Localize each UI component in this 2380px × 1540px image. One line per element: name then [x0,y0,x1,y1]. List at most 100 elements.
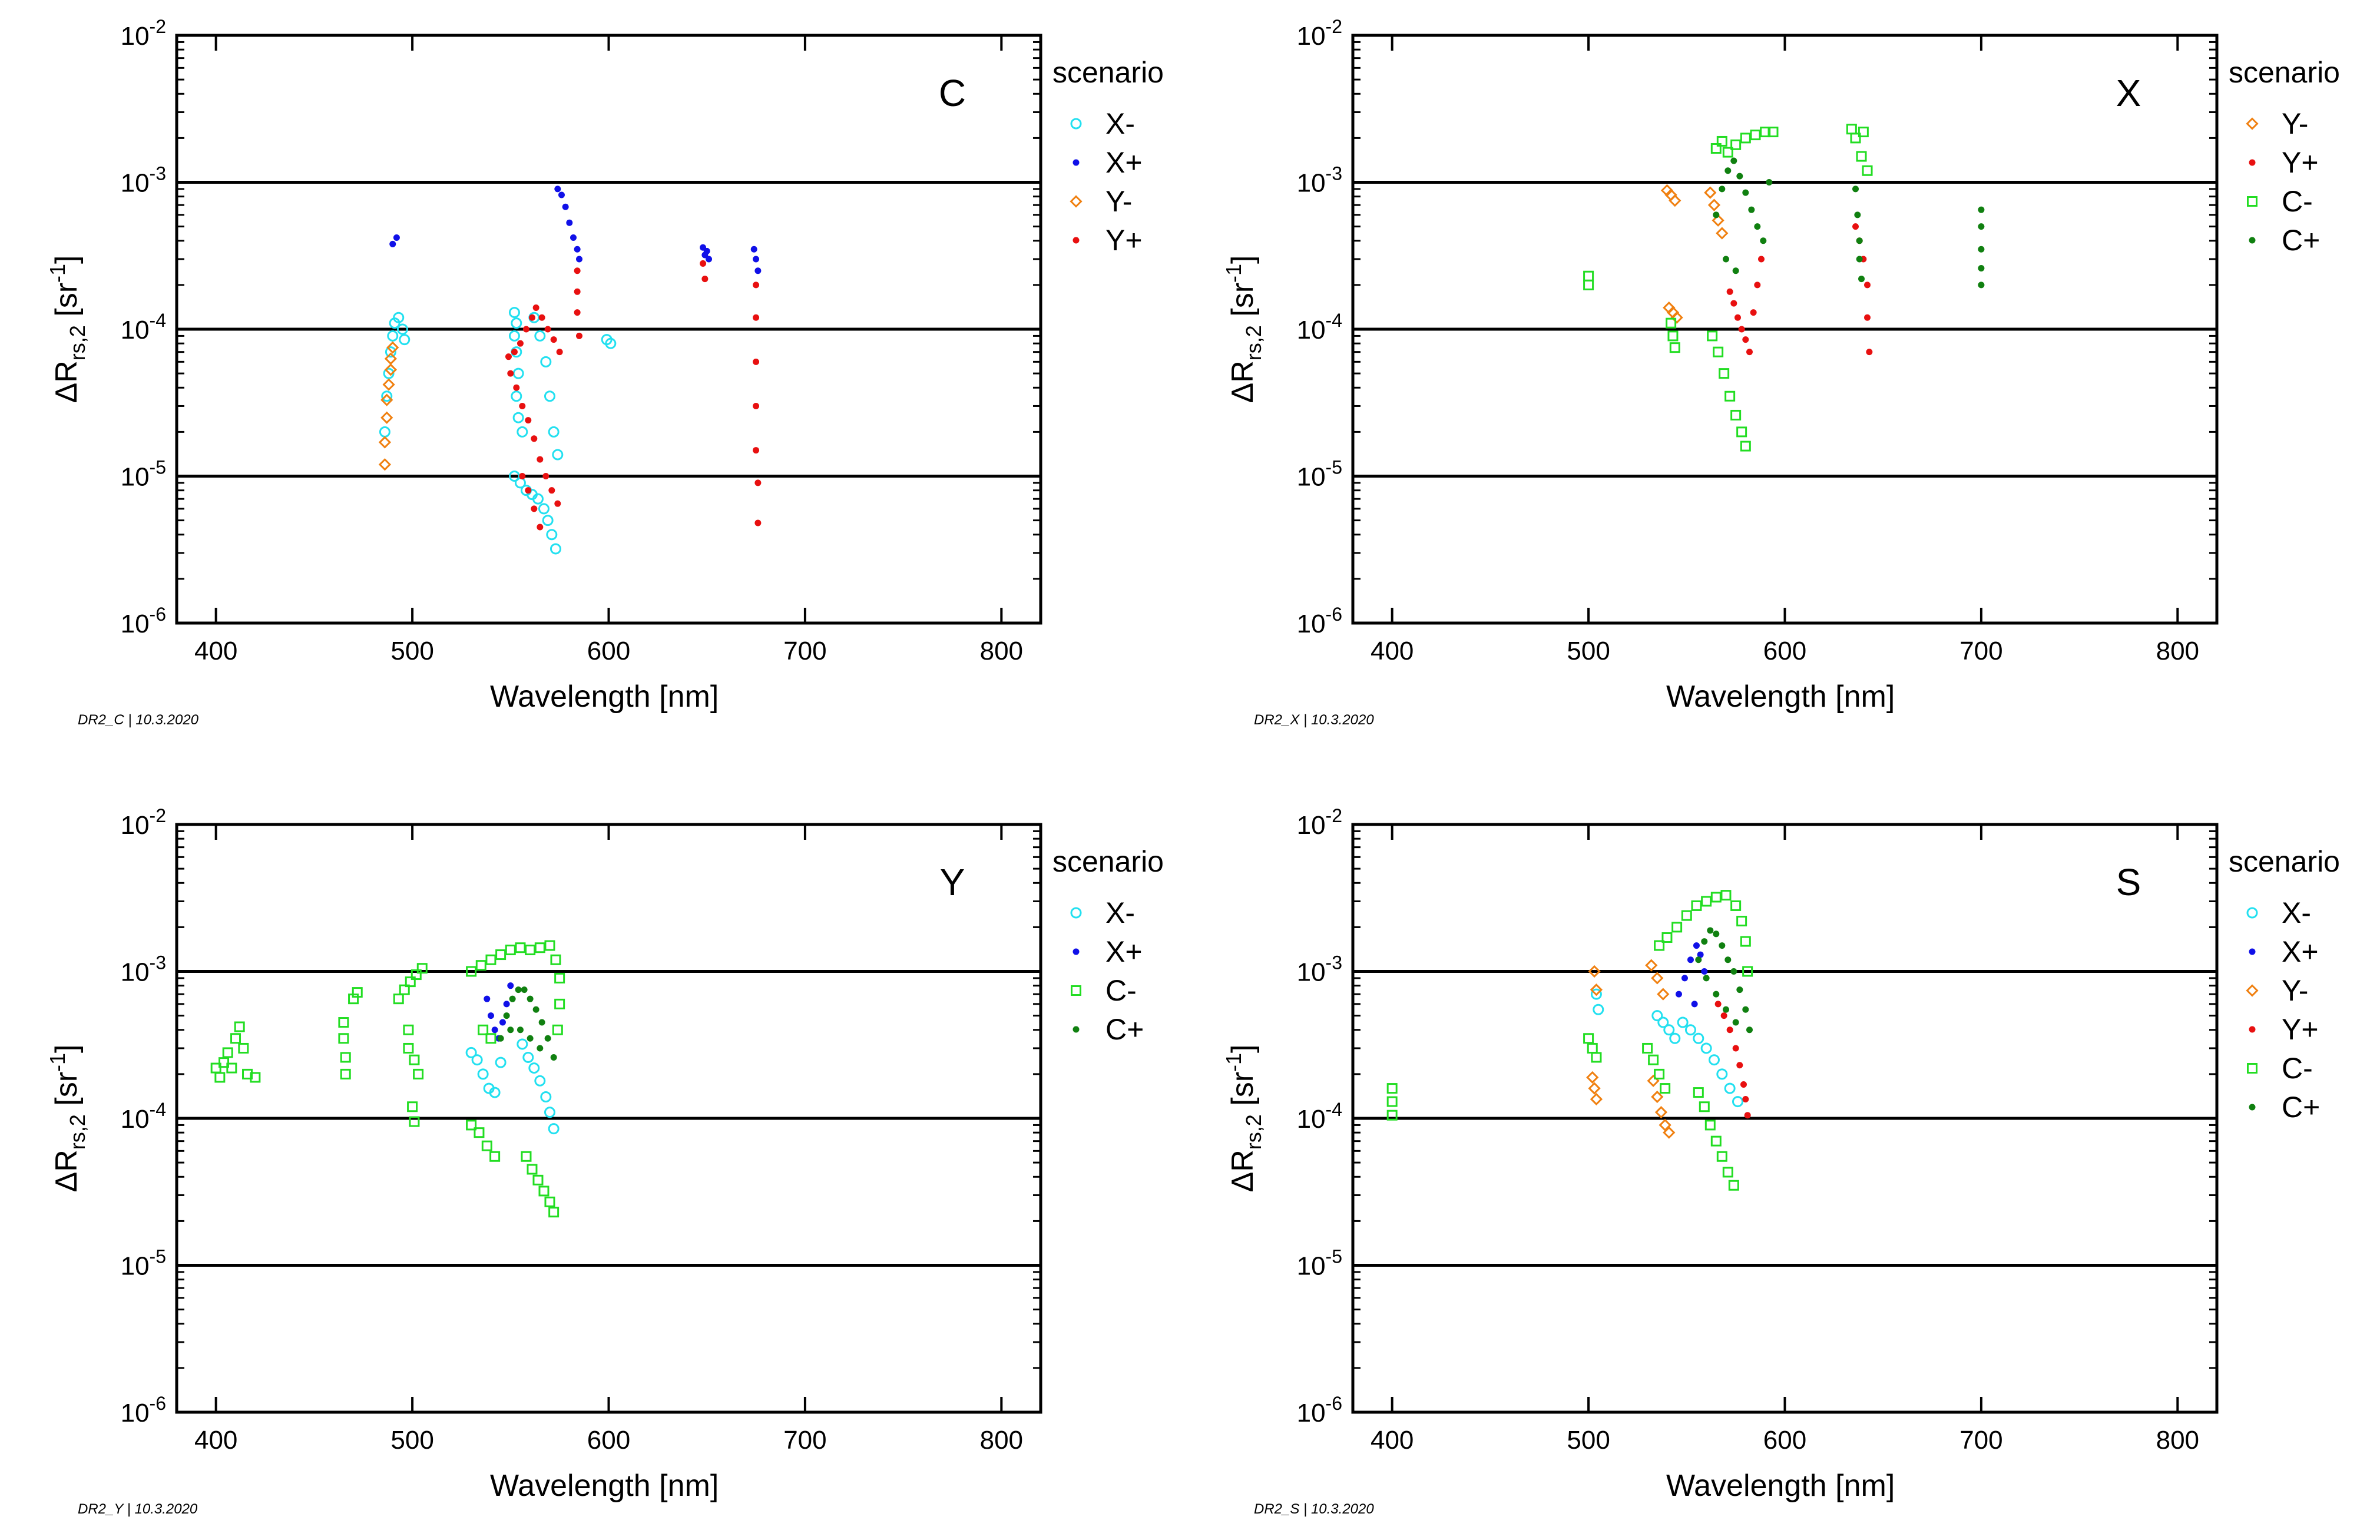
data-point [1846,124,1857,135]
data-point [1666,317,1677,329]
y-tick-label: 10-5 [1297,457,1342,492]
data-point [1647,1074,1660,1087]
y-tick-label: 10-2 [1297,805,1342,840]
data-point [1651,1090,1664,1104]
data-point [485,1033,496,1044]
data-point [1720,890,1732,901]
legend: scenario X- X+ Y- Y+ [1052,56,1164,257]
data-point [1642,1042,1653,1054]
data-point [465,1046,477,1058]
y-tick-label: 10-2 [121,16,166,51]
data-point [1586,1071,1599,1084]
data-point [1736,916,1747,927]
data-point [495,1057,507,1068]
legend-marker-Y+ [2249,1026,2256,1033]
series-C- [1386,890,1753,1191]
y-tick-label: 10-6 [1297,1393,1342,1428]
data-point [517,426,528,438]
legend-marker-X- [2246,907,2258,919]
data-point [511,390,522,402]
data-point [238,1042,249,1054]
data-point [1740,936,1751,947]
legend-label-C+: C+ [1105,1013,1144,1046]
series-Y- [378,341,399,471]
data-point [1730,409,1742,420]
legend-marker-X- [1070,118,1082,130]
data-point [1852,223,1859,230]
footer-caption: DR2_Y | 10.3.2020 [78,1501,198,1517]
y-tick-label: 10-2 [1297,16,1342,51]
data-point [1766,179,1773,186]
data-point [507,1026,514,1034]
data-point [754,479,762,486]
data-point [548,487,555,494]
legend-label-Y-: Y- [1105,185,1132,218]
data-point [1719,942,1726,949]
data-point [505,353,512,360]
data-point [574,288,581,295]
data-point [382,378,395,391]
data-point [522,326,529,333]
data-point [515,942,526,953]
data-point [1590,1092,1603,1106]
data-point [507,370,514,377]
data-point [1730,968,1737,975]
data-point [1742,966,1753,977]
data-point [478,1024,489,1035]
data-point [512,367,524,379]
data-point [750,246,757,253]
data-point [383,367,395,379]
footer-caption: DR2_X | 10.3.2020 [1254,712,1374,728]
data-point [222,1047,233,1058]
data-point [1740,133,1751,144]
data-point [1856,237,1863,244]
data-point [1856,151,1867,162]
legend-title: scenario [1052,56,1164,89]
data-point [525,945,536,956]
data-point [1722,256,1729,263]
y-tick-label: 10-6 [121,1393,166,1428]
x-tick-label: 400 [1371,637,1414,665]
x-axis-label: Wavelength [nm] [1666,680,1895,714]
data-point [534,330,546,342]
data-point [1590,988,1602,1000]
legend-label-Y+: Y+ [1105,224,1143,257]
data-point [1858,276,1865,283]
data-point [1667,330,1679,342]
x-axis-label: Wavelength [nm] [490,680,719,714]
data-point [226,1062,237,1074]
data-point [706,256,713,263]
data-point [1716,135,1727,147]
data-point [1659,1118,1671,1132]
x-tick-label: 600 [1763,637,1806,665]
data-point [1742,189,1749,196]
series-Y+ [1726,223,1873,356]
data-point [554,186,561,193]
data-point [1750,130,1761,141]
data-point [230,1033,241,1044]
data-point [1722,147,1733,158]
data-point [466,1120,477,1131]
series-X+ [1675,942,1708,1008]
data-point [574,267,581,274]
x-tick-label: 700 [1959,637,2002,665]
data-point [1719,368,1730,379]
data-point [477,1068,489,1080]
data-point [1657,1016,1669,1028]
data-point [1754,281,1761,289]
legend-label-C-: C- [2282,1052,2313,1085]
legend-label-C-: C- [2282,185,2313,218]
data-point [1681,910,1692,921]
data-point [1684,1024,1696,1036]
data-point [1671,922,1683,933]
data-point [503,1012,510,1019]
data-point [544,326,551,333]
data-point [471,1054,483,1066]
data-point [466,966,477,977]
data-point [517,1026,524,1034]
footer-caption: DR2_C | 10.3.2020 [78,712,199,728]
legend-label-X+: X+ [1105,146,1143,179]
data-point [1669,194,1681,207]
data-point [1707,927,1714,934]
data-point [544,390,555,402]
